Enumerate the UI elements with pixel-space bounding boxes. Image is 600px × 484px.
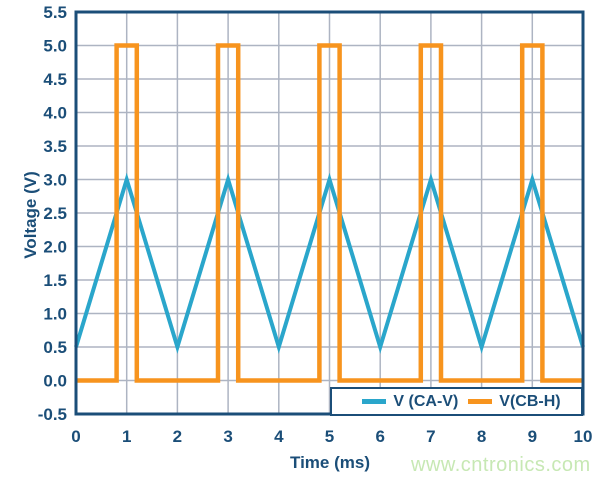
legend-label-ca-v: V (CA-V) — [393, 392, 459, 410]
x-tick-label: 6 — [375, 427, 384, 446]
legend: V (CA-V) V(CB-H) — [330, 387, 583, 416]
x-tick-label: 2 — [173, 427, 182, 446]
x-tick-label: 3 — [223, 427, 232, 446]
y-tick-label: 4.5 — [43, 70, 67, 89]
plot-border — [74, 10, 585, 416]
y-tick-label: 0.0 — [43, 372, 67, 391]
x-axis-label: Time (ms) — [290, 453, 370, 472]
legend-swatch-cb-h — [468, 399, 493, 404]
y-tick-label: 0.5 — [43, 338, 67, 357]
y-tick-label: -0.5 — [38, 405, 67, 424]
y-axis-label: Voltage (V) — [21, 171, 40, 259]
y-tick-label: 5.0 — [43, 37, 67, 56]
x-tick-label: 4 — [274, 427, 284, 446]
y-tick-label: 5.5 — [43, 3, 67, 22]
x-tick-label: 10 — [574, 427, 593, 446]
x-tick-label: 5 — [325, 427, 334, 446]
y-tick-label: 2.0 — [43, 238, 67, 257]
x-tick-label: 9 — [528, 427, 537, 446]
y-tick-label: 4.0 — [43, 104, 67, 123]
watermark: www.cntronics.com — [411, 454, 591, 476]
y-tick-label: 1.5 — [43, 271, 67, 290]
y-tick-label: 3.0 — [43, 171, 67, 190]
legend-label-cb-h: V(CB-H) — [499, 392, 561, 410]
x-tick-label: 0 — [71, 427, 80, 446]
x-tick-label: 8 — [477, 427, 486, 446]
legend-swatch-ca-v — [362, 399, 387, 404]
series-line-0 — [74, 172, 585, 354]
series-line-1 — [76, 43, 583, 383]
x-tick-label: 1 — [122, 427, 131, 446]
x-tick-label: 7 — [426, 427, 435, 446]
y-tick-label: 3.5 — [43, 137, 67, 156]
y-tick-label: 2.5 — [43, 204, 67, 223]
y-tick-label: 1.0 — [43, 305, 67, 324]
